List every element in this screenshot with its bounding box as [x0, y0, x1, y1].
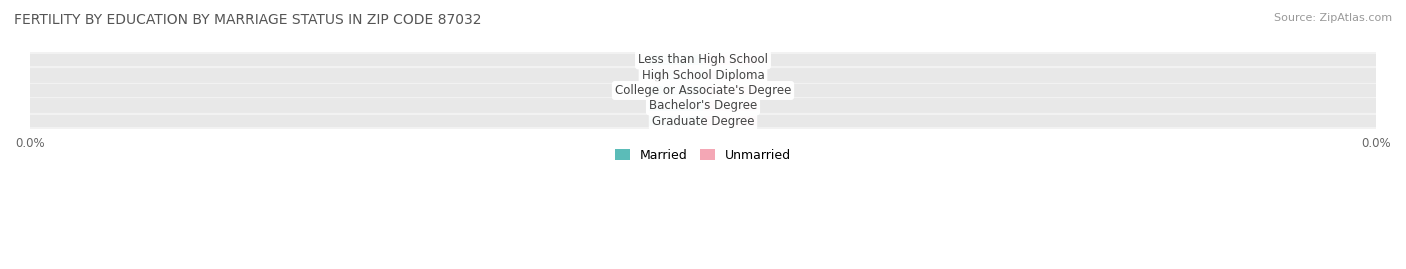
Bar [30, 54, 1376, 66]
Text: College or Associate's Degree: College or Associate's Degree [614, 84, 792, 97]
Bar [703, 86, 756, 95]
Text: 0.0%: 0.0% [662, 101, 690, 111]
Bar [703, 116, 756, 126]
Bar [650, 86, 703, 95]
Text: Graduate Degree: Graduate Degree [652, 115, 754, 128]
Bar [30, 83, 1376, 98]
Bar [703, 101, 756, 111]
Bar [30, 114, 1376, 129]
Text: 0.0%: 0.0% [716, 55, 744, 65]
Bar [650, 116, 703, 126]
Text: High School Diploma: High School Diploma [641, 69, 765, 82]
Bar [703, 70, 756, 80]
Text: 0.0%: 0.0% [716, 101, 744, 111]
Bar [30, 100, 1376, 112]
Text: 0.0%: 0.0% [716, 86, 744, 95]
Bar [703, 55, 756, 65]
Text: Source: ZipAtlas.com: Source: ZipAtlas.com [1274, 13, 1392, 23]
Bar [650, 101, 703, 111]
Bar [30, 68, 1376, 83]
Bar [30, 98, 1376, 114]
Text: Less than High School: Less than High School [638, 54, 768, 66]
Bar [650, 55, 703, 65]
Text: 0.0%: 0.0% [662, 86, 690, 95]
Text: 0.0%: 0.0% [662, 55, 690, 65]
Text: Bachelor's Degree: Bachelor's Degree [650, 99, 756, 112]
Bar [30, 84, 1376, 97]
Legend: Married, Unmarried: Married, Unmarried [610, 144, 796, 167]
Text: FERTILITY BY EDUCATION BY MARRIAGE STATUS IN ZIP CODE 87032: FERTILITY BY EDUCATION BY MARRIAGE STATU… [14, 13, 482, 27]
Text: 0.0%: 0.0% [716, 70, 744, 80]
Bar [30, 69, 1376, 82]
Text: 0.0%: 0.0% [716, 116, 744, 126]
Text: 0.0%: 0.0% [662, 116, 690, 126]
Bar [30, 115, 1376, 127]
Bar [30, 52, 1376, 68]
Text: 0.0%: 0.0% [662, 70, 690, 80]
Bar [650, 70, 703, 80]
